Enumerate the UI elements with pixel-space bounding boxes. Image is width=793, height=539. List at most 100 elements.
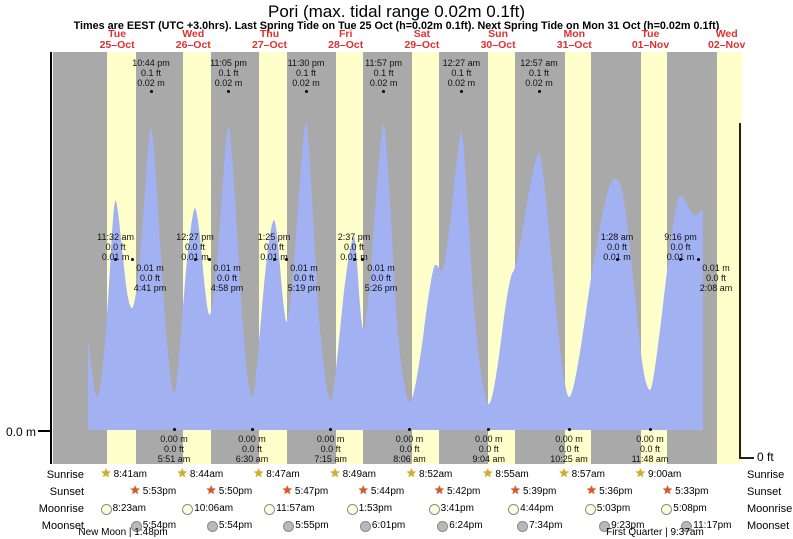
annotation-line: 0.0 ft <box>139 273 160 283</box>
day-of-week: Sun <box>488 28 509 40</box>
day-date: 25–Oct <box>99 38 135 51</box>
annotation-line: 7:15 am <box>314 454 347 464</box>
low-tide-annotation: 0.00 m 0.0 ft 7:15 am <box>296 434 366 464</box>
sunrise-time: 8:49am <box>342 469 376 480</box>
annotation-line: 0.0 ft <box>343 242 364 252</box>
sunrise-time: 8:55am <box>495 469 529 480</box>
annotation-line: 0.00 m <box>316 434 345 444</box>
mid-tide-annotation: 0.01 m 0.0 ft 5:19 pm <box>269 263 339 293</box>
mid-tide-annotation: 9:16 pm 0.0 ft 0.01 m <box>646 232 716 262</box>
day-header: Mon 31–Oct <box>539 29 609 50</box>
astro-row-label-left: Sunset <box>49 486 84 498</box>
annotation-line: 0.01 m <box>340 252 368 262</box>
tide-dot <box>172 427 176 431</box>
annotation-line: 0.0 ft <box>399 444 420 454</box>
sunset-time: 5:36pm <box>599 486 633 497</box>
tide-dot <box>487 427 491 431</box>
annotation-line: 9:04 am <box>472 454 506 464</box>
astro-row-label-right: Moonrise <box>747 503 793 515</box>
annotation-line: 5:19 pm <box>287 283 321 293</box>
tide-dot <box>130 257 134 261</box>
sunset-time: 5:44pm <box>370 486 405 497</box>
mid-tide-annotation: 0.01 m 0.0 ft 5:26 pm <box>346 263 416 293</box>
high-tide-annotation: 12:27 am 0.1 ft 0.02 m <box>426 58 496 88</box>
sunrise-star-icon: ★ <box>253 466 265 480</box>
annotation-line: 9:16 pm <box>664 232 697 242</box>
sunrise-star-icon: ★ <box>406 466 417 480</box>
annotation-line: 10:25 am <box>550 454 588 464</box>
annotation-line: 0.00 m <box>636 434 664 444</box>
day-header: Wed 26–Oct <box>158 29 228 50</box>
moonrise-time: 5:08pm <box>673 503 707 514</box>
sunset-time: 5:33pm <box>675 486 709 497</box>
annotation-line: 2:37 pm <box>337 232 371 242</box>
tide-dot <box>329 427 333 431</box>
mid-tide-annotation: 0.01 m 0.0 ft 4:58 pm <box>192 263 262 293</box>
tide-dot <box>567 427 571 431</box>
annotation-line: 0.0 ft <box>558 444 579 454</box>
annotation-line: 10:44 pm <box>132 58 170 68</box>
day-date: 26–Oct <box>175 38 211 51</box>
annotation-line: 12:57 am <box>520 58 558 68</box>
tide-dot <box>207 257 211 261</box>
day-header: Wed 02–Nov <box>692 29 762 50</box>
annotation-line: 0.0 ft <box>606 242 627 252</box>
sunset-star-icon: ★ <box>281 483 293 497</box>
annotation-line: 12:27 am <box>442 58 481 68</box>
annotation-line: 11:05 pm <box>210 58 247 68</box>
right-axis-tick <box>739 457 754 459</box>
low-tide-annotation: 0.00 m 0.0 ft 9:04 am <box>454 434 524 464</box>
tide-dot <box>149 89 153 93</box>
day-of-week: Wed <box>715 28 738 40</box>
astro-row-label-left: Moonrise <box>38 503 84 515</box>
sunrise-star-icon: ★ <box>176 466 188 480</box>
left-axis-line <box>50 52 52 464</box>
tide-dot <box>382 89 386 93</box>
sunset-star-icon: ★ <box>434 483 445 497</box>
day-date: 29–Oct <box>404 38 440 51</box>
annotation-line: 0.01 m <box>367 263 395 273</box>
moonrise-circle-icon <box>346 504 358 515</box>
moonrise-time: 4:44pm <box>520 503 554 514</box>
annotation-line: 0.0 ft <box>293 273 314 283</box>
annotation-line: 1:25 pm <box>257 232 291 242</box>
moonrise-time: 8:23am <box>112 503 146 514</box>
moonset-time: 6:24pm <box>449 520 483 531</box>
annotation-line: 0.0 ft <box>370 273 391 283</box>
moonrise-circle-icon <box>508 504 520 515</box>
annotation-line: 0.0 ft <box>705 273 726 283</box>
tide-dot <box>459 89 463 93</box>
moonrise-time: 1:53pm <box>358 503 393 514</box>
moonrise-circle-icon <box>584 504 596 515</box>
annotation-line: 12:27 pm <box>176 232 214 242</box>
sunrise-time: 8:52am <box>419 469 453 480</box>
sunrise-star-icon: ★ <box>558 466 570 480</box>
annotation-line: 0.1 ft <box>140 68 161 78</box>
sunset-star-icon: ★ <box>129 483 141 497</box>
annotation-line: 5:51 am <box>157 454 191 464</box>
right-axis-line <box>739 123 741 459</box>
mid-tide-annotation: 1:25 pm 0.0 ft 0.01 m <box>239 232 309 262</box>
moonset-circle-icon <box>130 521 142 532</box>
low-tide-annotation: 0.00 m 0.0 ft 5:51 am <box>139 434 209 464</box>
moonset-circle-icon <box>517 521 529 532</box>
day-of-week: Sat <box>413 28 431 40</box>
sunset-star-icon: ★ <box>510 483 521 497</box>
annotation-line: 8:06 am <box>393 454 426 464</box>
annotation-line: 0.0 ft <box>670 242 691 252</box>
daylight-band <box>717 52 742 464</box>
moonrise-time: 3:41pm <box>440 503 474 514</box>
tide-dot <box>615 257 619 261</box>
tide-dot <box>227 89 230 93</box>
mid-tide-annotation: 11:32 am 0.0 ft 0.01 m <box>81 232 151 262</box>
annotation-line: 0.01 m <box>290 263 318 273</box>
moonset-time: 11:17pm <box>693 520 732 531</box>
high-tide-annotation: 11:30 pm 0.1 ft 0.02 m <box>271 58 341 88</box>
sunrise-time: 8:44am <box>189 469 224 480</box>
day-date: 31–Oct <box>556 38 592 51</box>
tide-dot <box>304 89 308 93</box>
sunset-time: 5:50pm <box>218 486 253 497</box>
day-date: 28–Oct <box>328 38 364 51</box>
annotation-line: 0.0 ft <box>639 444 660 454</box>
